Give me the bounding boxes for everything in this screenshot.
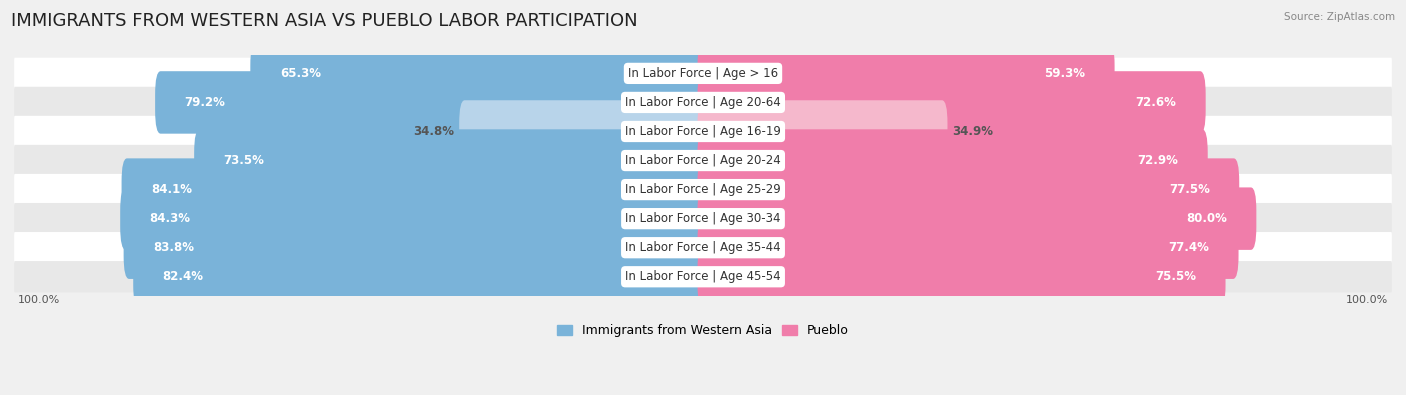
FancyBboxPatch shape xyxy=(121,158,709,221)
Text: In Labor Force | Age 20-64: In Labor Force | Age 20-64 xyxy=(626,96,780,109)
Text: 72.6%: 72.6% xyxy=(1136,96,1177,109)
Text: In Labor Force | Age 16-19: In Labor Force | Age 16-19 xyxy=(626,125,780,138)
FancyBboxPatch shape xyxy=(120,187,709,250)
Text: 34.8%: 34.8% xyxy=(413,125,454,138)
Text: 73.5%: 73.5% xyxy=(224,154,264,167)
Text: 84.1%: 84.1% xyxy=(150,183,193,196)
Text: In Labor Force | Age 30-34: In Labor Force | Age 30-34 xyxy=(626,212,780,225)
Text: 100.0%: 100.0% xyxy=(1346,295,1388,305)
Text: 79.2%: 79.2% xyxy=(184,96,225,109)
FancyBboxPatch shape xyxy=(697,42,1115,105)
FancyBboxPatch shape xyxy=(134,246,709,308)
FancyBboxPatch shape xyxy=(124,216,709,279)
Text: 65.3%: 65.3% xyxy=(280,67,321,80)
FancyBboxPatch shape xyxy=(14,116,1392,147)
FancyBboxPatch shape xyxy=(14,261,1392,292)
Text: In Labor Force | Age 20-24: In Labor Force | Age 20-24 xyxy=(626,154,780,167)
Legend: Immigrants from Western Asia, Pueblo: Immigrants from Western Asia, Pueblo xyxy=(553,320,853,342)
Text: 72.9%: 72.9% xyxy=(1137,154,1178,167)
FancyBboxPatch shape xyxy=(697,216,1239,279)
FancyBboxPatch shape xyxy=(14,203,1392,234)
Text: In Labor Force | Age 35-44: In Labor Force | Age 35-44 xyxy=(626,241,780,254)
Text: 84.3%: 84.3% xyxy=(149,212,191,225)
Text: 80.0%: 80.0% xyxy=(1187,212,1227,225)
Text: IMMIGRANTS FROM WESTERN ASIA VS PUEBLO LABOR PARTICIPATION: IMMIGRANTS FROM WESTERN ASIA VS PUEBLO L… xyxy=(11,12,638,30)
Text: 75.5%: 75.5% xyxy=(1156,270,1197,283)
FancyBboxPatch shape xyxy=(697,129,1208,192)
Text: In Labor Force | Age > 16: In Labor Force | Age > 16 xyxy=(628,67,778,80)
FancyBboxPatch shape xyxy=(14,87,1392,118)
Text: 100.0%: 100.0% xyxy=(18,295,60,305)
FancyBboxPatch shape xyxy=(250,42,709,105)
Text: 77.5%: 77.5% xyxy=(1168,183,1209,196)
Text: 34.9%: 34.9% xyxy=(952,125,993,138)
FancyBboxPatch shape xyxy=(155,71,709,134)
FancyBboxPatch shape xyxy=(14,58,1392,89)
FancyBboxPatch shape xyxy=(697,187,1257,250)
FancyBboxPatch shape xyxy=(14,232,1392,263)
Text: Source: ZipAtlas.com: Source: ZipAtlas.com xyxy=(1284,12,1395,22)
FancyBboxPatch shape xyxy=(14,174,1392,205)
Text: In Labor Force | Age 25-29: In Labor Force | Age 25-29 xyxy=(626,183,780,196)
FancyBboxPatch shape xyxy=(697,246,1226,308)
FancyBboxPatch shape xyxy=(697,100,948,163)
FancyBboxPatch shape xyxy=(460,100,709,163)
FancyBboxPatch shape xyxy=(697,158,1239,221)
FancyBboxPatch shape xyxy=(14,145,1392,176)
FancyBboxPatch shape xyxy=(194,129,709,192)
Text: 77.4%: 77.4% xyxy=(1168,241,1209,254)
Text: 59.3%: 59.3% xyxy=(1045,67,1085,80)
Text: 83.8%: 83.8% xyxy=(153,241,194,254)
FancyBboxPatch shape xyxy=(697,71,1206,134)
Text: 82.4%: 82.4% xyxy=(163,270,204,283)
Text: In Labor Force | Age 45-54: In Labor Force | Age 45-54 xyxy=(626,270,780,283)
